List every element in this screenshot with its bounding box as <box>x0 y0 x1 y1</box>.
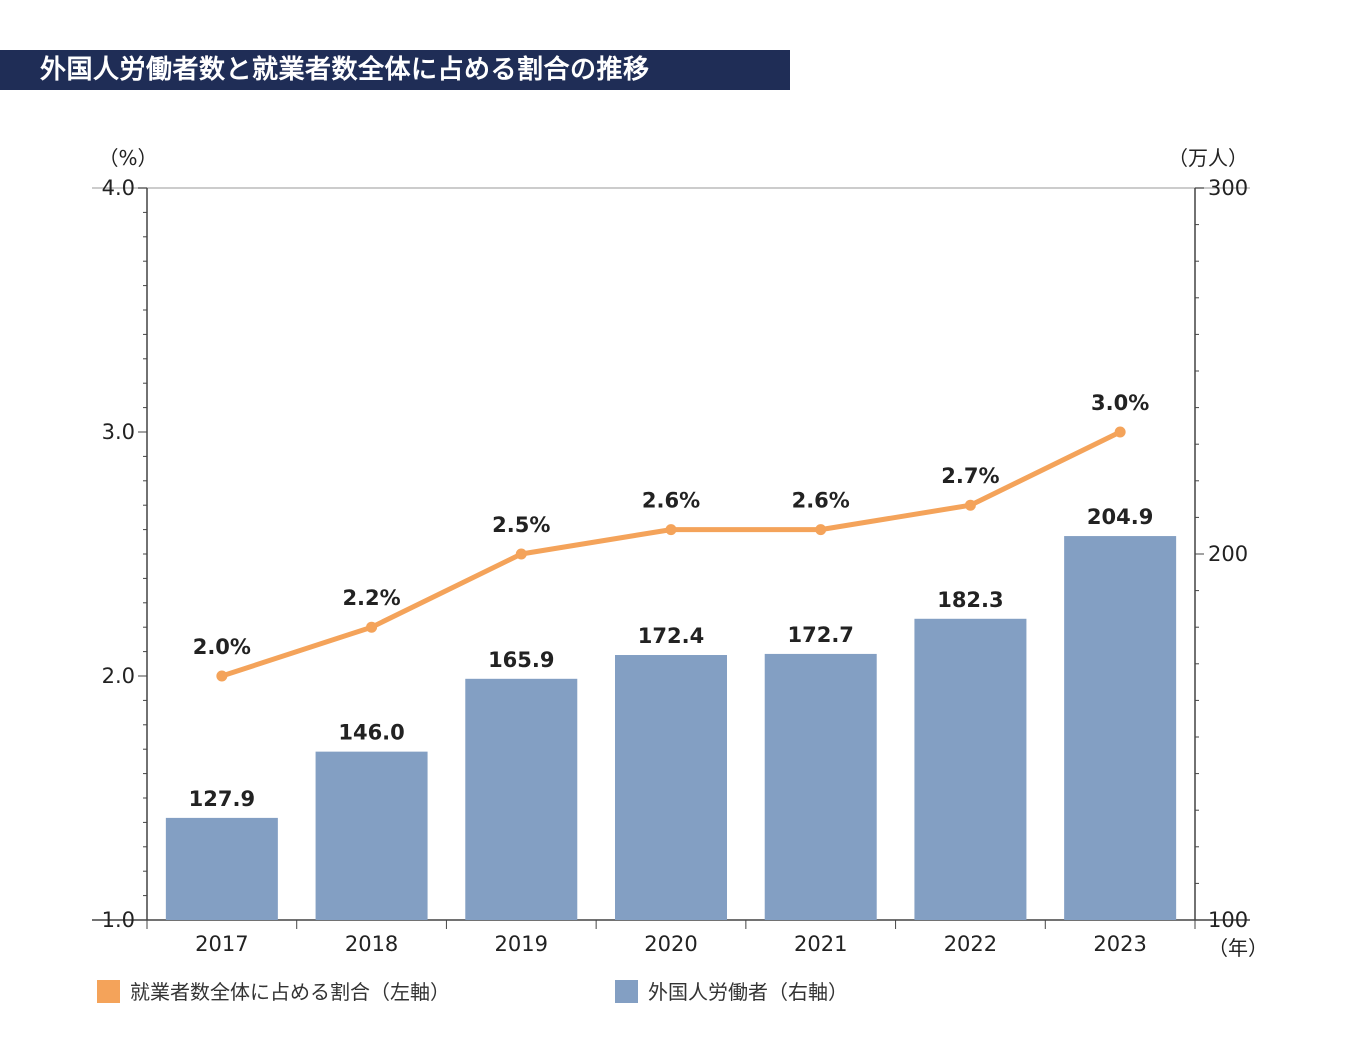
bar-value-label: 204.9 <box>1087 505 1153 529</box>
line-point <box>515 548 527 560</box>
right-tick-label: 100 <box>1208 908 1248 932</box>
bar <box>315 751 428 920</box>
line-point <box>665 524 677 536</box>
bars <box>165 536 1177 920</box>
line-value-label: 2.6% <box>642 489 700 513</box>
line-point <box>366 621 378 633</box>
line-point <box>216 670 228 682</box>
legend-swatch-bar <box>615 980 638 1003</box>
legend-swatch-line <box>97 980 120 1003</box>
x-tick-label: 2019 <box>495 932 548 956</box>
x-axis-unit: （年） <box>1208 936 1268 960</box>
bar-value-label: 127.9 <box>189 787 255 811</box>
bar <box>465 678 578 920</box>
chart-title: 外国人労働者数と就業者数全体に占める割合の推移 <box>40 55 650 85</box>
right-tick-label: 300 <box>1208 176 1248 200</box>
x-tick-label: 2021 <box>794 932 847 956</box>
left-tick-label: 3.0 <box>102 420 135 444</box>
bar-value-label: 182.3 <box>937 588 1003 612</box>
legend-label-line: 就業者数全体に占める割合（左軸） <box>130 980 450 1004</box>
left-tick-label: 1.0 <box>102 908 135 932</box>
title-bar: 外国人労働者数と就業者数全体に占める割合の推移 <box>0 50 790 90</box>
legend-label-bar: 外国人労働者（右軸） <box>648 980 848 1004</box>
x-tick-label: 2020 <box>644 932 697 956</box>
line-point <box>815 524 827 536</box>
right-axis-unit: （万人） <box>1168 146 1248 170</box>
bar-value-label: 172.7 <box>787 623 853 647</box>
left-tick-label: 4.0 <box>102 176 135 200</box>
x-tick-label: 2022 <box>944 932 997 956</box>
bar-value-label: 172.4 <box>638 624 704 648</box>
bar <box>764 653 877 920</box>
bar <box>165 817 278 920</box>
x-tick-label: 2023 <box>1093 932 1146 956</box>
legend: 就業者数全体に占める割合（左軸） 外国人労働者（右軸） <box>97 980 848 1004</box>
line-layer <box>216 426 1126 682</box>
bar-value-label: 165.9 <box>488 648 554 672</box>
line-value-label: 2.0% <box>193 635 251 659</box>
line-value-label: 2.5% <box>492 513 550 537</box>
bar <box>1064 536 1177 920</box>
line-point <box>1114 426 1126 438</box>
right-tick-label: 200 <box>1208 542 1248 566</box>
line-value-label: 2.7% <box>941 464 999 488</box>
line-value-label: 3.0% <box>1091 391 1149 415</box>
bar <box>615 655 727 920</box>
left-axis-unit: （%） <box>98 146 157 170</box>
bar-value-label: 146.0 <box>338 721 404 745</box>
data-labels: 127.9 146.0 165.9 172.4 172.7 182.3 204.9 2.0% 2… <box>189 391 1154 811</box>
left-tick-label: 2.0 <box>102 664 135 688</box>
axes: 1.0 2.0 3.0 4.0 100 200 300 （%） （万人） （年） 2017 2018 2… <box>92 146 1268 960</box>
bar <box>914 618 1027 920</box>
line-value-label: 2.6% <box>792 489 850 513</box>
line-value-label: 2.2% <box>342 586 400 610</box>
x-tick-label: 2018 <box>345 932 398 956</box>
line-point <box>964 499 976 511</box>
x-tick-label: 2017 <box>195 932 248 956</box>
